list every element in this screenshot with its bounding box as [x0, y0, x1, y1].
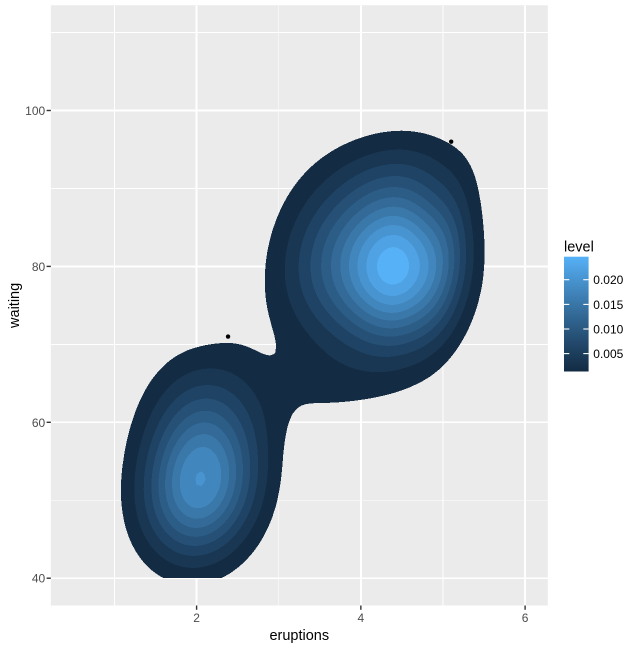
svg-text:0.005: 0.005 [593, 347, 623, 361]
svg-text:60: 60 [32, 416, 46, 430]
svg-text:40: 40 [32, 572, 46, 586]
svg-text:100: 100 [25, 104, 45, 118]
svg-text:0.010: 0.010 [593, 323, 623, 337]
svg-text:6: 6 [522, 611, 529, 625]
svg-text:0.015: 0.015 [593, 298, 623, 312]
svg-text:4: 4 [358, 611, 365, 625]
svg-text:2: 2 [193, 611, 200, 625]
svg-text:waiting: waiting [7, 283, 23, 329]
svg-text:eruptions: eruptions [269, 628, 329, 644]
svg-text:80: 80 [32, 260, 46, 274]
svg-text:level: level [564, 240, 594, 256]
svg-text:0.020: 0.020 [593, 273, 623, 287]
